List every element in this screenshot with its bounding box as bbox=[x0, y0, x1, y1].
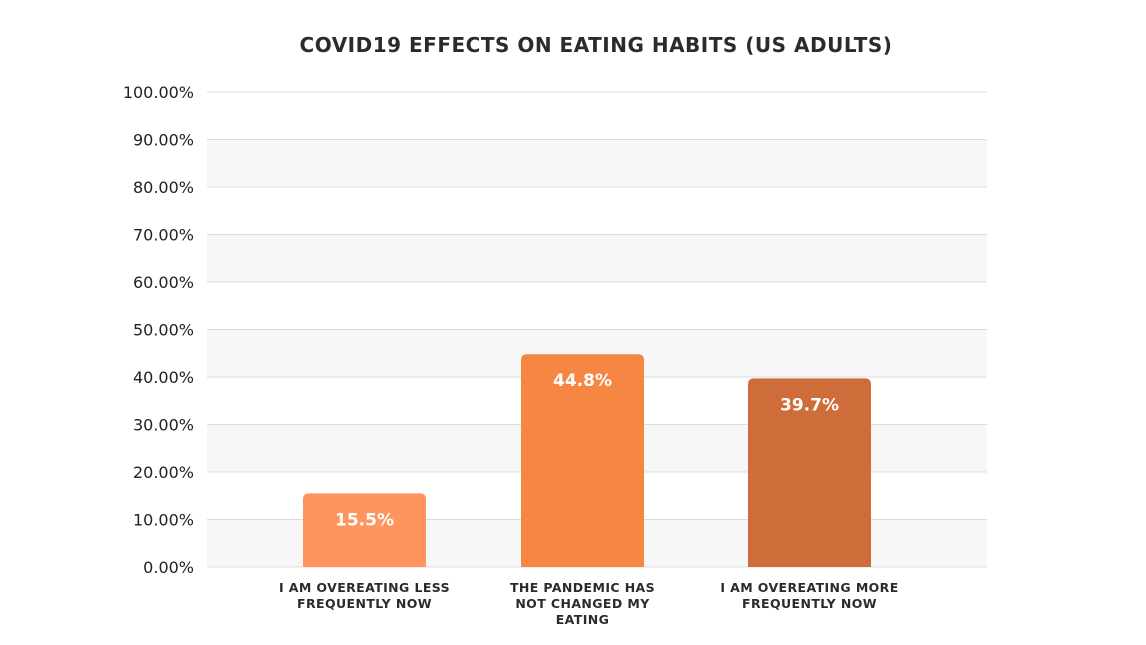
bar bbox=[521, 354, 644, 567]
y-tick-label: 90.00% bbox=[133, 131, 194, 150]
plot-band bbox=[207, 139, 987, 187]
y-tick-label: 30.00% bbox=[133, 416, 194, 435]
x-tick-label: THE PANDEMIC HAS NOT CHANGED MY EATING bbox=[510, 580, 655, 627]
y-tick-label: 100.00% bbox=[123, 83, 194, 102]
plot-band bbox=[207, 234, 987, 282]
bar bbox=[303, 493, 426, 567]
x-tick-label-line: THE PANDEMIC HAS bbox=[510, 580, 655, 595]
y-tick-label: 70.00% bbox=[133, 226, 194, 245]
x-tick-label-line: I AM OVEREATING MORE bbox=[720, 580, 898, 595]
y-tick-label: 0.00% bbox=[143, 558, 194, 577]
y-axis-ticks: 0.00% 10.00% 20.00% 30.00% 40.00% 50.00% 60.00… bbox=[123, 83, 194, 577]
y-tick-label: 50.00% bbox=[133, 321, 194, 340]
bar-data-label: 15.5% bbox=[335, 510, 394, 530]
x-tick-label-line: EATING bbox=[556, 612, 610, 627]
y-tick-label: 60.00% bbox=[133, 273, 194, 292]
bar-data-label: 39.7% bbox=[780, 395, 839, 415]
x-tick-label-line: I AM OVEREATING LESS bbox=[279, 580, 450, 595]
x-tick-label-line: NOT CHANGED MY bbox=[515, 596, 650, 611]
bar bbox=[748, 378, 871, 567]
x-tick-label-line: FREQUENTLY NOW bbox=[297, 596, 432, 611]
x-tick-label-line: FREQUENTLY NOW bbox=[742, 596, 877, 611]
x-tick-label: I AM OVEREATING LESS FREQUENTLY NOW bbox=[279, 580, 450, 611]
y-tick-label: 40.00% bbox=[133, 368, 194, 387]
bars bbox=[303, 354, 871, 567]
chart-title: COVID19 EFFECTS ON EATING HABITS (US ADU… bbox=[300, 33, 893, 57]
y-tick-label: 80.00% bbox=[133, 178, 194, 197]
y-tick-label: 20.00% bbox=[133, 463, 194, 482]
bar-data-labels: 15.5% 44.8% 39.7% bbox=[335, 371, 839, 530]
y-tick-label: 10.00% bbox=[133, 511, 194, 530]
x-tick-label: I AM OVEREATING MORE FREQUENTLY NOW bbox=[720, 580, 898, 611]
bar-data-label: 44.8% bbox=[553, 371, 612, 391]
